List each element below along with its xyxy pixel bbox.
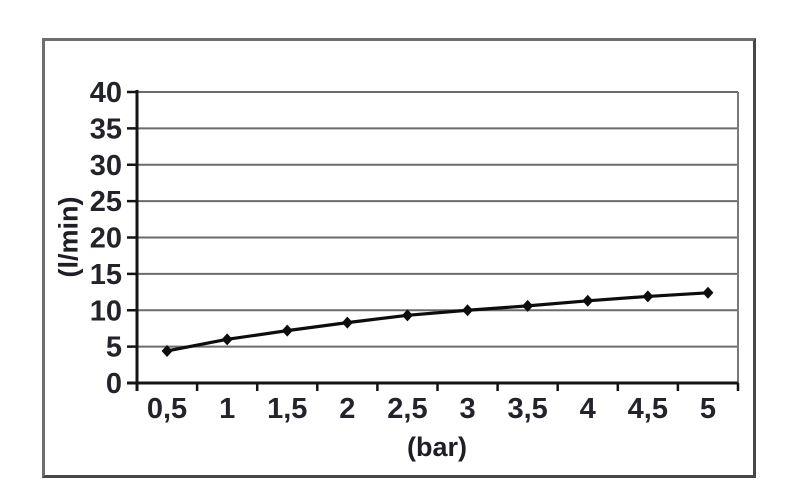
- data-point-marker: [341, 316, 353, 329]
- data-point-marker: [582, 294, 594, 307]
- x-tick-label: 0,5: [147, 393, 187, 425]
- x-tick-label: 5: [700, 393, 716, 425]
- x-tick-label: 2,5: [387, 393, 427, 425]
- data-point-marker: [522, 299, 534, 312]
- x-axis-title: (bar): [407, 432, 467, 462]
- y-tick-label: 35: [90, 113, 122, 145]
- data-point-marker: [161, 344, 173, 357]
- y-tick-label: 20: [90, 223, 122, 255]
- y-tick-label: 15: [90, 259, 122, 291]
- x-tick-label: 4,5: [628, 393, 668, 425]
- data-point-marker: [281, 324, 293, 337]
- y-axis-title: (l/min): [53, 196, 84, 278]
- y-tick-label: 30: [90, 150, 122, 182]
- data-point-marker: [221, 333, 233, 346]
- data-point-marker: [642, 290, 654, 303]
- y-tick-label: 5: [106, 332, 122, 364]
- chart-frame: [42, 38, 756, 478]
- data-point-marker: [462, 304, 474, 317]
- y-tick-label: 0: [106, 368, 122, 400]
- x-tick-label: 4: [580, 393, 596, 425]
- y-tick-label: 40: [90, 77, 122, 109]
- y-tick-label: 10: [90, 295, 122, 327]
- x-tick-label: 2: [339, 393, 355, 425]
- x-tick-label: 3: [459, 393, 475, 425]
- x-tick-label: 3,5: [507, 393, 547, 425]
- series-line: [166, 291, 709, 353]
- data-point-marker: [702, 286, 714, 299]
- x-tick-label: 1,5: [267, 393, 307, 425]
- y-tick-label: 25: [90, 186, 122, 218]
- data-point-marker: [401, 309, 413, 322]
- x-tick-label: 1: [219, 393, 235, 425]
